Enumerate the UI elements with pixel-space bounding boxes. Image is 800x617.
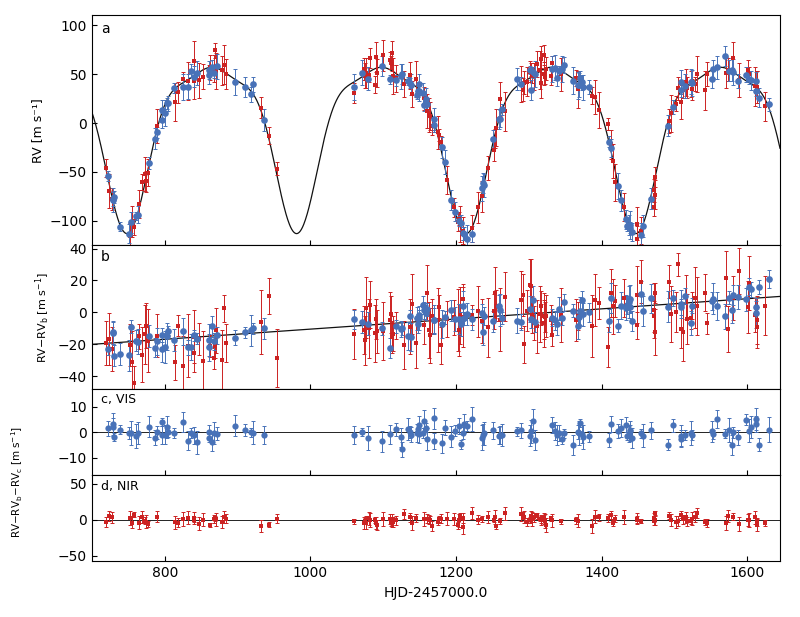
Text: RV$-$RV$_\mathregular{b}$$-$RV$_\mathregular{c}$ [m s$^{-1}$]: RV$-$RV$_\mathregular{b}$$-$RV$_\mathreg…: [10, 425, 26, 537]
Text: b: b: [101, 250, 110, 263]
Text: c, VIS: c, VIS: [101, 394, 136, 407]
Y-axis label: RV [m s⁻¹]: RV [m s⁻¹]: [30, 98, 43, 163]
Text: d, NIR: d, NIR: [101, 479, 138, 492]
Y-axis label: RV$-$RV$_\mathregular{b}$ [m s$^{-1}$]: RV$-$RV$_\mathregular{b}$ [m s$^{-1}$]: [34, 272, 53, 363]
Text: a: a: [101, 22, 110, 36]
X-axis label: HJD-2457000.0: HJD-2457000.0: [384, 586, 488, 600]
